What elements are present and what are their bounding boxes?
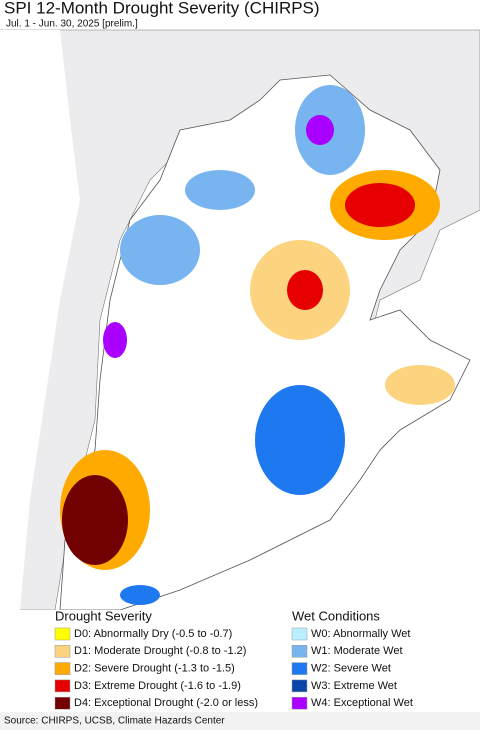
legend-swatch bbox=[54, 627, 71, 641]
legend-label: W1: Moderate Wet bbox=[311, 645, 403, 657]
legend-label: W4: Exceptional Wet bbox=[311, 697, 413, 709]
footer-bar bbox=[0, 712, 480, 730]
legend-swatch bbox=[291, 696, 308, 710]
legend-label: D2: Severe Drought (-1.3 to -1.5) bbox=[74, 663, 235, 675]
legend-panel bbox=[0, 610, 480, 730]
legend-swatch bbox=[291, 662, 308, 675]
legend-label: W2: Severe Wet bbox=[311, 663, 391, 675]
legend-label: D4: Exceptional Drought (-2.0 or less) bbox=[74, 697, 258, 709]
legend-label: D3: Extreme Drought (-1.6 to -1.9) bbox=[74, 680, 241, 692]
title: SPI 12-Month Drought Severity (CHIRPS) bbox=[4, 0, 320, 17]
wet-area bbox=[255, 385, 345, 495]
wet-area bbox=[185, 170, 255, 210]
dry-area bbox=[345, 183, 415, 227]
subtitle: Jul. 1 - Jun. 30, 2025 [prelim.] bbox=[6, 19, 138, 30]
legend-group-title: Wet Conditions bbox=[292, 608, 380, 623]
dry-area bbox=[62, 475, 128, 565]
legend-swatch bbox=[54, 679, 71, 693]
wet-area bbox=[120, 585, 160, 605]
wet-area bbox=[103, 322, 127, 358]
source: Source: CHIRPS, UCSB, Climate Hazards Ce… bbox=[4, 716, 225, 727]
legend-swatch bbox=[291, 679, 308, 693]
legend-label: D0: Abnormally Dry (-0.5 to -0.7) bbox=[74, 628, 232, 640]
dry-area bbox=[287, 270, 323, 310]
legend-swatch bbox=[54, 662, 71, 675]
wet-area bbox=[120, 215, 200, 285]
legend-swatch bbox=[291, 627, 308, 641]
legend-label: D1: Moderate Drought (-0.8 to -1.2) bbox=[74, 645, 246, 657]
wet-area bbox=[306, 115, 334, 145]
legend-label: W3: Extreme Wet bbox=[311, 680, 397, 692]
legend: Drought Severity D0: Abnormally Dry (-0.5… bbox=[54, 608, 413, 710]
dry-area bbox=[385, 365, 455, 405]
ocean-west bbox=[0, 30, 80, 610]
legend-group-title: Drought Severity bbox=[55, 608, 152, 623]
legend-swatch bbox=[291, 645, 308, 658]
legend-swatch bbox=[54, 645, 71, 658]
legend-swatch bbox=[54, 696, 71, 710]
map bbox=[0, 29, 480, 611]
legend-label: W0: Abnormally Wet bbox=[311, 628, 410, 640]
